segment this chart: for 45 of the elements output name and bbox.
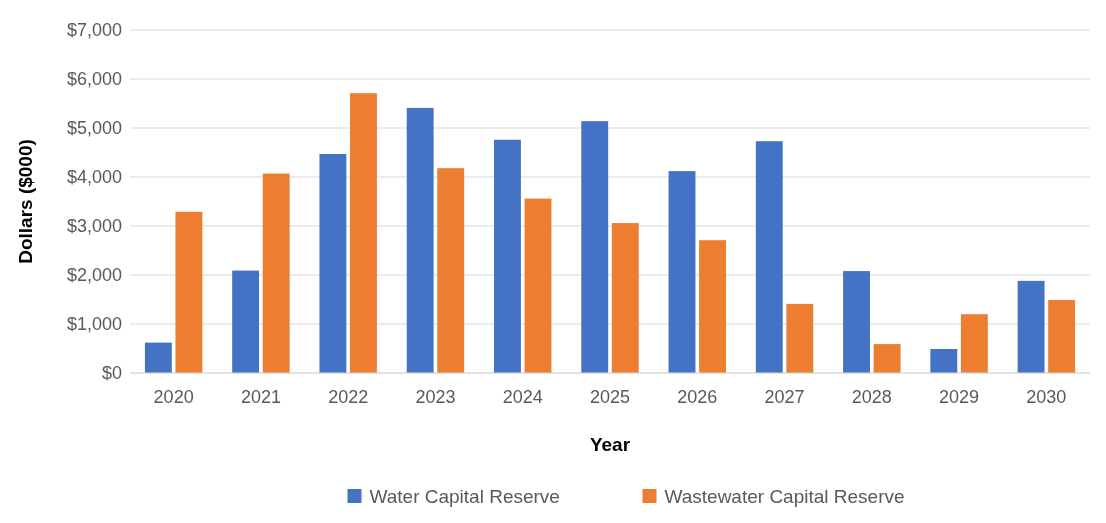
legend-label: Water Capital Reserve	[369, 486, 560, 507]
x-tick-label: 2022	[328, 387, 369, 407]
y-tick-label: $5,000	[66, 118, 122, 139]
y-tick-label: $1,000	[66, 314, 122, 335]
x-axis-title: Year	[589, 434, 631, 455]
bar	[350, 93, 377, 373]
y-tick-label: $2,000	[66, 265, 122, 286]
y-axis-title: Dollars ($000)	[15, 139, 36, 264]
bar	[581, 121, 609, 373]
y-tick-label: $7,000	[66, 20, 122, 41]
x-tick-label: 2024	[502, 387, 543, 407]
bar	[699, 240, 726, 373]
bar	[668, 171, 696, 373]
x-tick-label: 2025	[589, 387, 631, 407]
bar	[960, 314, 988, 373]
x-tick-label: 2023	[415, 387, 456, 407]
x-tick-label: 2029	[939, 387, 980, 407]
bar	[843, 271, 870, 373]
y-tick-label: $6,000	[66, 69, 122, 90]
bar	[175, 211, 203, 373]
bar	[786, 303, 814, 373]
x-tick-label: 2028	[851, 387, 892, 407]
y-tick-label: $3,000	[66, 216, 122, 237]
x-tick-label: 2021	[240, 387, 281, 407]
bar	[437, 168, 465, 373]
x-tick-label: 2030	[1026, 387, 1067, 407]
bar	[930, 348, 958, 373]
bar	[1017, 280, 1045, 373]
x-tick-label: 2027	[764, 387, 805, 407]
bar	[611, 223, 639, 373]
bar	[319, 153, 347, 373]
bar	[232, 270, 260, 373]
bar	[262, 173, 290, 373]
y-tick-label: $4,000	[66, 167, 122, 188]
y-tick-label: $0	[101, 363, 122, 384]
bar	[755, 141, 783, 373]
bar	[406, 107, 434, 373]
bar	[524, 198, 552, 373]
x-tick-label: 2020	[153, 387, 194, 407]
bar	[494, 139, 521, 373]
x-tick-label: 2026	[677, 387, 718, 407]
bar	[144, 342, 172, 373]
bar	[873, 344, 901, 373]
legend-label: Wastewater Capital Reserve	[664, 486, 905, 507]
bar	[1048, 299, 1076, 373]
